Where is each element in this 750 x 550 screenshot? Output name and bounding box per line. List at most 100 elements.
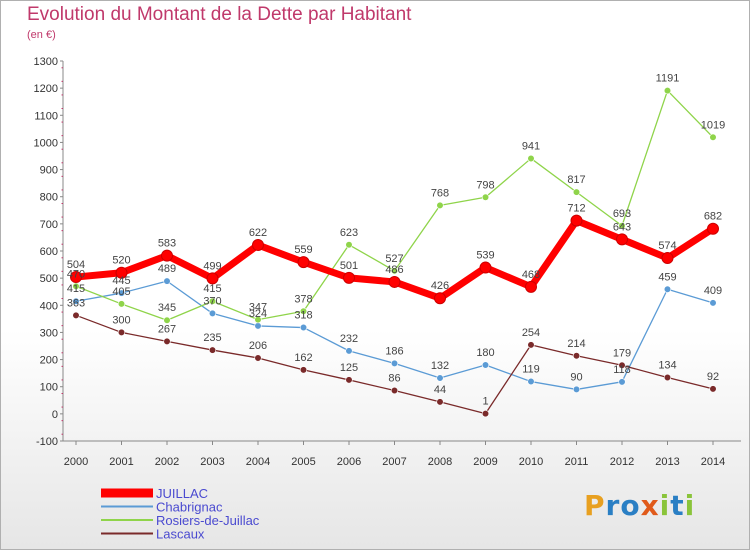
- data-point: [618, 378, 626, 386]
- data-point: [345, 376, 353, 384]
- data-point: [388, 275, 401, 288]
- data-label: 682: [704, 211, 722, 223]
- logo-letter: r: [605, 489, 621, 522]
- data-label: 1: [482, 396, 488, 408]
- data-point: [299, 366, 308, 374]
- legend-label: Rosiers-de-Juillac: [156, 513, 260, 528]
- data-label: 486: [385, 264, 403, 276]
- data-label: 267: [158, 323, 176, 335]
- proxiti-logo: Proxiti: [584, 489, 695, 522]
- data-point: [299, 307, 308, 315]
- data-label: 499: [203, 260, 221, 272]
- data-point: [390, 359, 399, 367]
- data-point: [163, 337, 171, 345]
- data-label: 345: [158, 302, 176, 314]
- data-label: 92: [707, 371, 719, 383]
- x-tick-label: 2002: [155, 456, 179, 468]
- chart-title: Evolution du Montant de la Dette par Hab…: [27, 4, 412, 25]
- data-point: [481, 361, 490, 369]
- data-point: [345, 241, 353, 249]
- y-tick-label: 800: [40, 192, 58, 204]
- data-point: [481, 409, 490, 418]
- data-point: [616, 233, 628, 246]
- x-tick-label: 2009: [473, 456, 497, 468]
- data-label: 520: [112, 255, 130, 267]
- data-point: [709, 385, 717, 393]
- x-tick-label: 2006: [337, 456, 361, 468]
- data-point: [206, 272, 219, 285]
- data-point: [663, 285, 672, 293]
- x-tick-label: 2013: [655, 456, 679, 468]
- data-label: 693: [613, 208, 631, 220]
- data-point: [345, 347, 353, 355]
- x-tick-label: 2011: [565, 456, 589, 468]
- y-tick-label: 1000: [34, 137, 58, 149]
- data-label: 1019: [701, 119, 725, 131]
- x-tick-label: 2000: [64, 456, 88, 468]
- data-point: [208, 309, 217, 318]
- data-label: 44: [434, 384, 446, 396]
- data-label: 324: [249, 308, 267, 320]
- y-tick-label: 100: [40, 382, 58, 394]
- data-label: 409: [704, 285, 722, 297]
- data-label: 232: [340, 333, 358, 345]
- data-label: 86: [388, 373, 400, 385]
- data-point: [343, 271, 355, 284]
- data-point: [390, 386, 399, 395]
- data-point: [707, 222, 719, 235]
- data-label: 622: [249, 227, 267, 239]
- y-tick-label: 1300: [34, 56, 58, 68]
- data-label: 445: [112, 275, 130, 287]
- data-label: 179: [613, 347, 631, 359]
- data-label: 501: [340, 260, 358, 272]
- data-point: [436, 374, 444, 382]
- x-tick-label: 2014: [701, 456, 725, 468]
- data-point: [70, 271, 82, 284]
- data-point: [618, 361, 626, 369]
- y-tick-label: 300: [40, 327, 58, 339]
- logo-letter: P: [584, 489, 606, 522]
- data-point: [161, 249, 173, 262]
- data-point: [163, 316, 171, 324]
- data-label: 370: [203, 295, 221, 307]
- data-label: 405: [112, 286, 130, 298]
- data-label: 206: [249, 340, 267, 352]
- data-point: [208, 297, 217, 305]
- data-point: [434, 292, 446, 305]
- data-point: [481, 193, 490, 201]
- data-label: 134: [658, 359, 676, 371]
- data-label: 643: [613, 221, 631, 233]
- legend-label: Lascaux: [156, 527, 205, 542]
- logo-letter: x: [640, 489, 660, 522]
- data-label: 378: [294, 293, 312, 305]
- data-label: 132: [431, 360, 449, 372]
- data-label: 186: [385, 345, 403, 357]
- x-tick-label: 2005: [291, 456, 315, 468]
- data-point: [297, 256, 310, 269]
- data-point: [208, 346, 217, 354]
- x-tick-label: 2001: [109, 456, 133, 468]
- data-point: [525, 280, 537, 293]
- data-label: 712: [567, 203, 585, 215]
- y-tick-label: 0: [52, 409, 58, 421]
- data-point: [572, 188, 581, 196]
- data-point: [390, 267, 399, 275]
- data-point: [117, 289, 126, 297]
- data-label: 119: [522, 364, 540, 376]
- data-point: [572, 352, 581, 360]
- y-tick-label: 700: [40, 219, 58, 231]
- data-label: 118: [613, 364, 631, 376]
- y-tick-label: 200: [40, 355, 58, 367]
- data-point: [527, 377, 535, 386]
- data-label: 527: [385, 253, 403, 265]
- data-point: [572, 385, 581, 394]
- data-point: [663, 86, 672, 95]
- data-point: [436, 398, 444, 406]
- data-label: 768: [431, 187, 449, 199]
- data-point: [117, 328, 126, 337]
- data-point: [527, 341, 535, 349]
- data-label: 214: [567, 338, 585, 350]
- logo-letter: t: [670, 489, 685, 522]
